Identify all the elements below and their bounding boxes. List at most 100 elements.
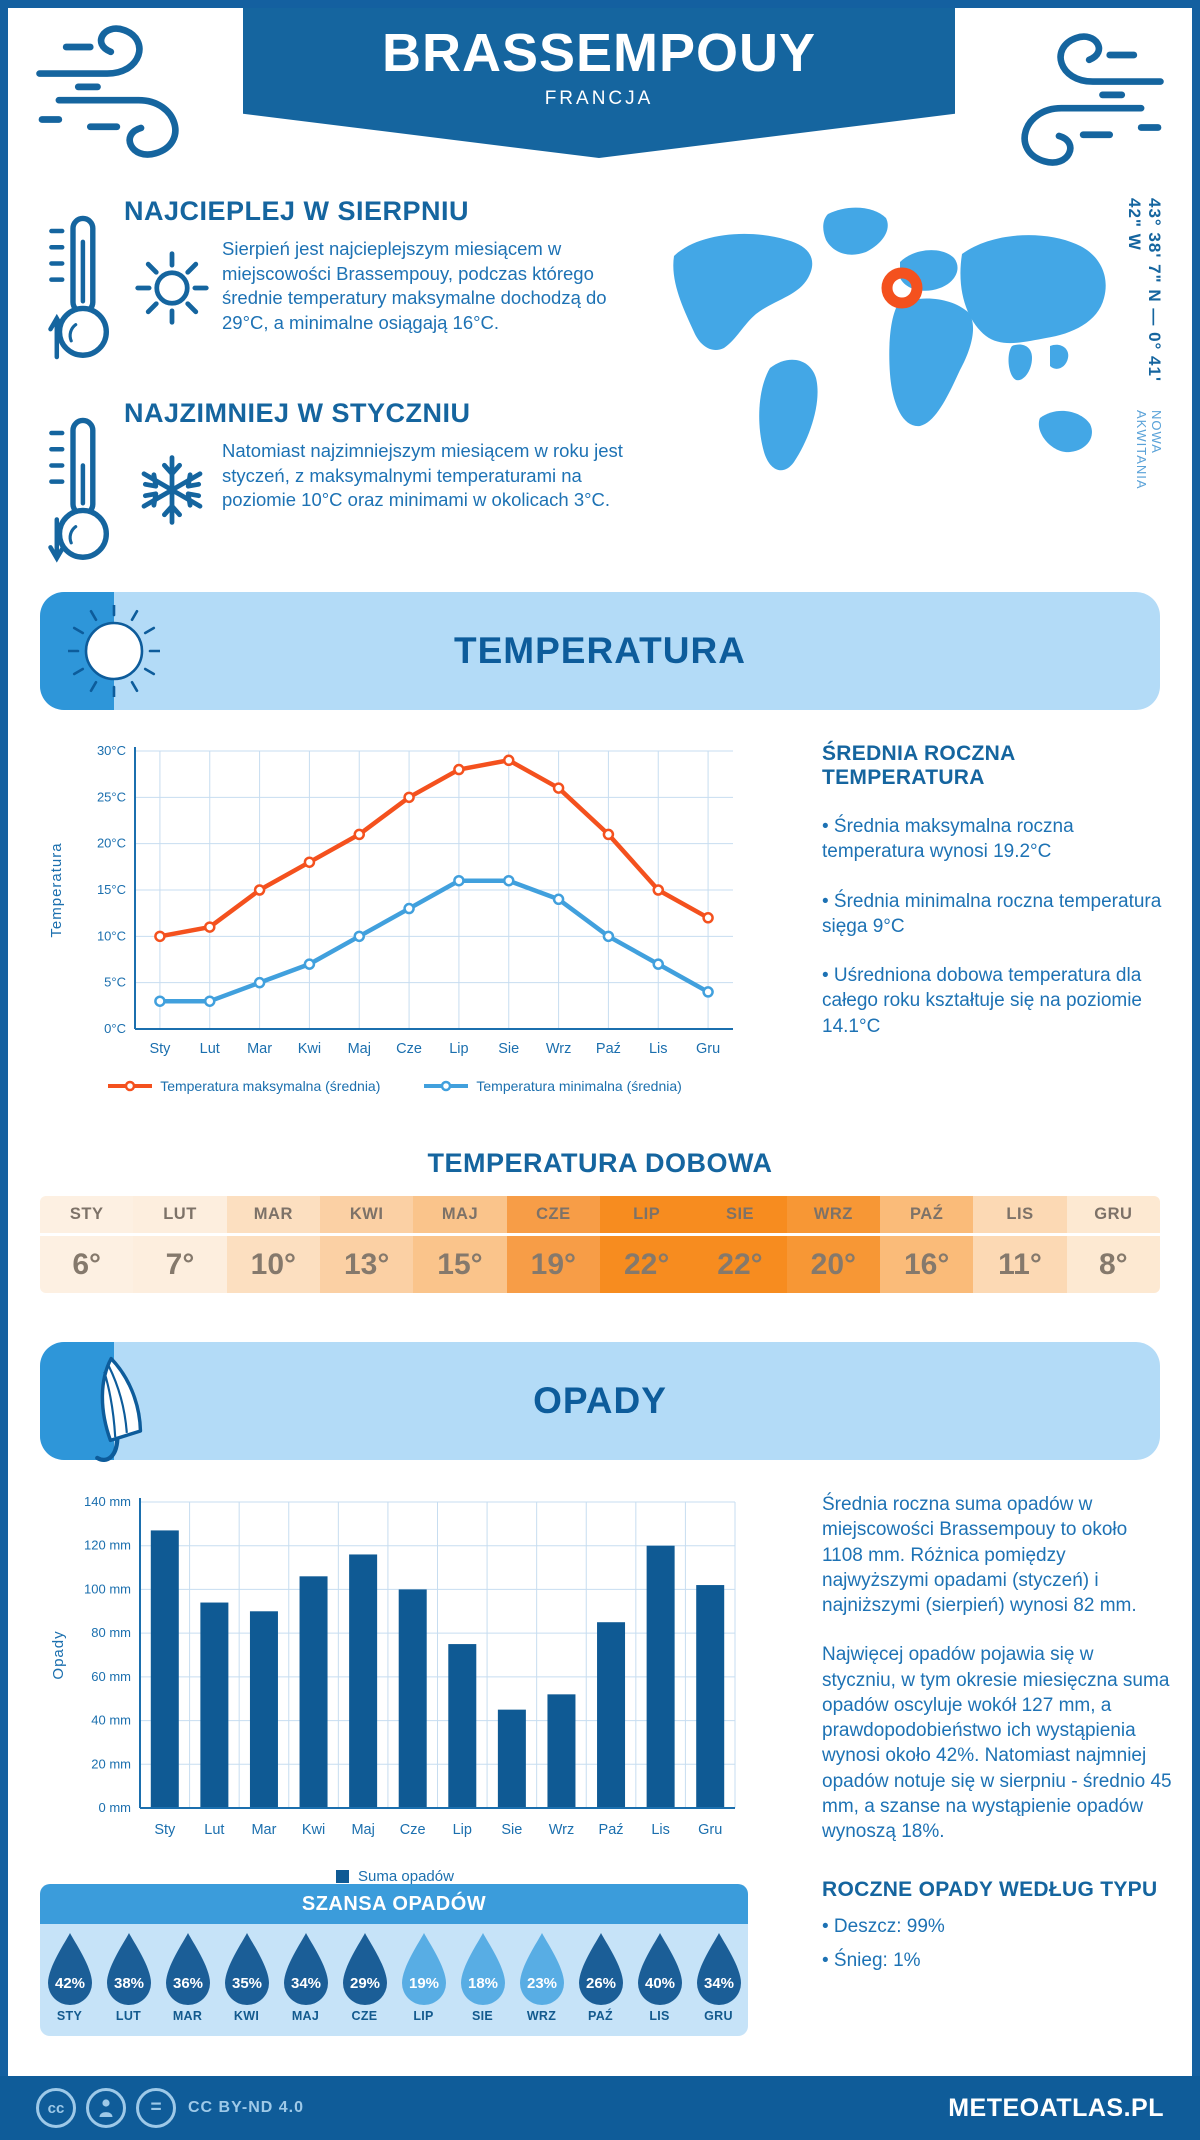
chance-drop-MAR: 36% MAR: [160, 1931, 216, 2023]
footer-bar: cc = CC BY-ND 4.0 METEOATLAS.PL: [0, 2076, 1200, 2140]
chance-of-precipitation-header: SZANSA OPADÓW: [40, 1884, 748, 1924]
svg-text:20 mm: 20 mm: [91, 1756, 131, 1771]
thermometer-up-icon: [48, 215, 109, 360]
svg-text:Gru: Gru: [698, 1822, 722, 1838]
raindrop-icon: 35%: [224, 1933, 269, 2005]
svg-text:Wrz: Wrz: [549, 1822, 575, 1838]
month-label: KWI: [233, 2009, 260, 2023]
svg-text:Maj: Maj: [351, 1822, 374, 1838]
coordinates-block: 43° 38' 7" N — 0° 41' 42" W NOWA AKWITAN…: [1124, 198, 1164, 518]
svg-text:Cze: Cze: [400, 1822, 426, 1838]
temperature-value: 22°: [717, 1247, 763, 1281]
daily-temp-cell-MAJ: MAJ 15°: [413, 1196, 507, 1293]
no-derivatives-icon: =: [136, 2088, 176, 2128]
month-label: PAŹ: [588, 2009, 613, 2023]
month-label: MAR: [226, 1196, 320, 1236]
chance-drop-WRZ: 23% WRZ: [514, 1931, 570, 2023]
thermometer-down-icon: [48, 417, 109, 563]
temperature-value: 15°: [437, 1247, 483, 1281]
svg-text:60 mm: 60 mm: [91, 1669, 131, 1684]
raindrop-icon: 18%: [460, 1933, 505, 2005]
wind-icon-left: [36, 25, 179, 158]
temperature-value: 16°: [903, 1247, 950, 1281]
month-label: KWI: [320, 1196, 414, 1236]
annual-temperature-heading: ŚREDNIA ROCZNA TEMPERATURA: [822, 742, 1015, 789]
month-label: WRZ: [786, 1196, 880, 1236]
precipitation-section-band: OPADY: [40, 1342, 1160, 1463]
chance-drop-KWI: 35% KWI: [219, 1931, 275, 2023]
month-label: SIE: [693, 1196, 787, 1236]
umbrella-band-icon: [95, 1356, 143, 1463]
temperature-section-band: TEMPERATURA: [40, 592, 1160, 710]
month-label: GRU: [1066, 1196, 1160, 1236]
raindrop-icon: 19%: [401, 1933, 446, 2005]
daily-temp-cell-GRU: GRU 8°: [1066, 1196, 1160, 1293]
month-label: GRU: [704, 2009, 733, 2023]
license-text: CC BY-ND 4.0: [188, 2099, 305, 2116]
bar-Lut: [200, 1602, 229, 1808]
chance-heading: SZANSA OPADÓW: [301, 1892, 487, 1915]
daily-temperature-table: STY 6° LUT 7° MAR 10° KWI 13° MAJ 15° CZE 19° LIP 22°…: [40, 1196, 1160, 1293]
svg-text:34%: 34%: [703, 1975, 733, 1992]
month-label: CZE: [351, 2009, 378, 2023]
attribution-person-icon: [86, 2088, 126, 2128]
chance-of-precipitation-panel: 42% STY 38% LUT 36% MAR 35% KWI 34% MAJ 29% CZE 19% L…: [40, 1924, 748, 2036]
month-label: STY: [40, 1196, 134, 1236]
raindrop-icon: 40%: [637, 1933, 682, 2005]
svg-text:38%: 38%: [113, 1975, 143, 1992]
legend-label: Temperatura minimalna (średnia): [476, 1078, 682, 1094]
bar-Wrz: [547, 1694, 576, 1808]
precipitation-text-column: Średnia roczna suma opadów w miejscowośc…: [822, 1492, 1172, 1981]
raindrop-icon: 42%: [47, 1933, 92, 2005]
month-label: STY: [56, 2009, 83, 2023]
daily-temp-cell-PAŹ: PAŹ 16°: [880, 1196, 974, 1293]
daily-temp-cell-KWI: KWI 13°: [320, 1196, 414, 1293]
month-label: MAJ: [291, 2009, 320, 2023]
svg-text:Mar: Mar: [251, 1822, 276, 1838]
daily-temp-cell-STY: STY 6°: [40, 1196, 134, 1293]
precipitation-section-title: OPADY: [533, 1380, 667, 1421]
svg-text:Sie: Sie: [501, 1822, 522, 1838]
daily-temp-cell-SIE: SIE 22°: [693, 1196, 787, 1293]
legend-item: Temperatura minimalna (średnia): [424, 1078, 682, 1094]
temperature-value: 10°: [250, 1247, 297, 1281]
svg-text:Lut: Lut: [204, 1822, 224, 1838]
precipitation-paragraphs: Średnia roczna suma opadów w miejscowośc…: [822, 1492, 1172, 1844]
bar-Maj: [349, 1554, 378, 1808]
temperature-value: 20°: [810, 1247, 857, 1281]
region-text: NOWA AKWITANIA: [1134, 410, 1164, 490]
world-map: [652, 196, 1122, 508]
temperature-value: 7°: [165, 1247, 195, 1281]
raindrop-icon: 29%: [342, 1933, 387, 2005]
map-continents: [673, 207, 1106, 471]
coldest-month-block: NAJZIMNIEJ W STYCZNIU Natomiast najzimni…: [40, 398, 655, 563]
daily-temp-cell-LUT: LUT 7°: [133, 1196, 227, 1293]
svg-text:23%: 23%: [526, 1975, 556, 1992]
svg-text:100 mm: 100 mm: [84, 1581, 131, 1596]
page-title: BRASSEMPOUY: [381, 23, 817, 83]
legend-item: Temperatura maksymalna (średnia): [108, 1078, 380, 1094]
precipitation-bar-chart: 0 mm 20 mm 40 mm 60 mm 80 mm 100 mm 120 mm 140 …: [50, 1494, 736, 1838]
temperature-value: 11°: [998, 1247, 1042, 1281]
svg-text:Opady: Opady: [50, 1630, 67, 1679]
svg-text:40%: 40%: [644, 1975, 674, 1992]
svg-text:Kwi: Kwi: [298, 1041, 321, 1057]
svg-text:Temperatura: Temperatura: [48, 842, 65, 937]
raindrop-icon: 34%: [696, 1933, 741, 2005]
bar-Kwi: [299, 1576, 328, 1808]
svg-text:18%: 18%: [467, 1975, 497, 1992]
chance-drop-CZE: 29% CZE: [337, 1931, 393, 2023]
daily-temp-cell-CZE: CZE 19°: [506, 1196, 600, 1293]
chance-drop-GRU: 34% GRU: [691, 1931, 747, 2023]
cc-icon: cc: [36, 2088, 76, 2128]
svg-text:25°C: 25°C: [97, 789, 126, 804]
svg-text:Lut: Lut: [200, 1041, 220, 1057]
svg-text:0 mm: 0 mm: [99, 1800, 132, 1815]
map-marker: [881, 267, 923, 309]
coldest-text: Natomiast najzimniejszym miesiącem w rok…: [222, 440, 623, 511]
svg-text:29%: 29%: [349, 1975, 379, 1992]
bar-Lis: [646, 1545, 675, 1808]
annual-temperature-bullets: • Średnia maksymalna roczna temperatura …: [822, 814, 1172, 1039]
temperature-value: 22°: [623, 1247, 670, 1281]
svg-text:42%: 42%: [54, 1975, 84, 1992]
